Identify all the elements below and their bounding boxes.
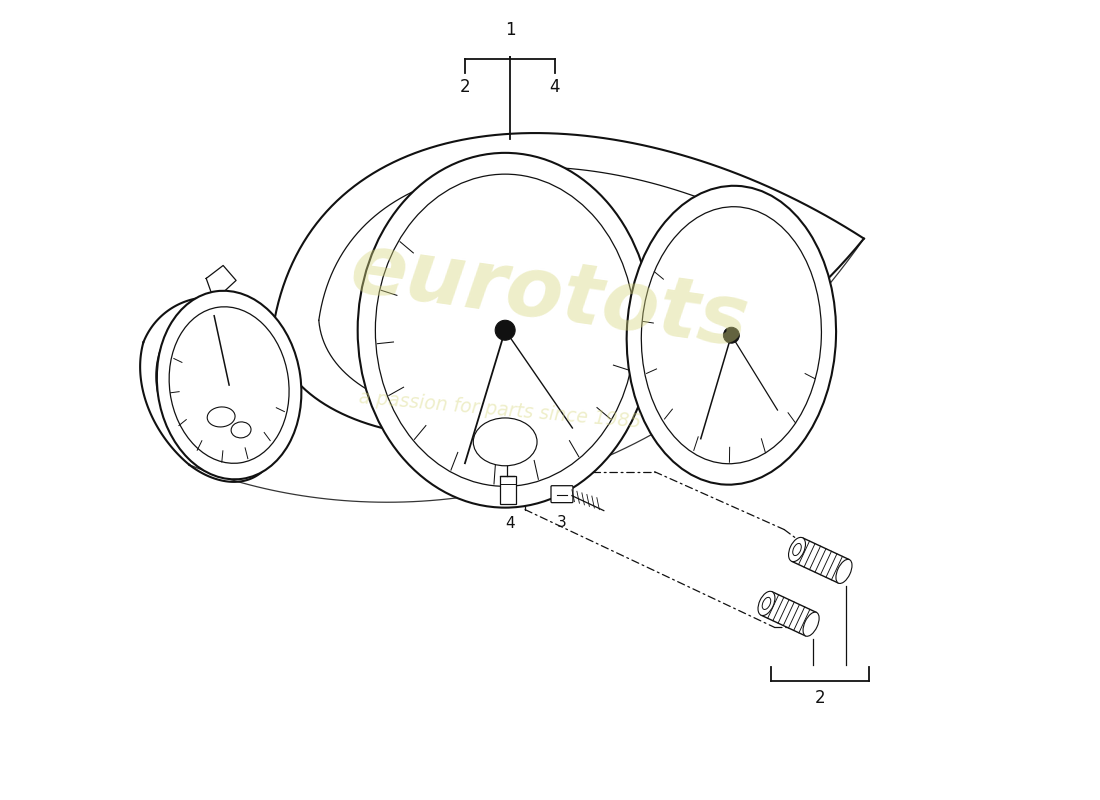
Text: eurotots: eurotots [345,227,755,363]
Ellipse shape [803,612,820,636]
Text: 3: 3 [557,514,566,530]
Text: 4: 4 [505,515,515,530]
Polygon shape [792,538,849,583]
Polygon shape [761,592,816,636]
Ellipse shape [789,538,805,562]
Text: 1: 1 [505,22,516,39]
Ellipse shape [758,591,774,615]
Text: 4: 4 [550,78,560,96]
Ellipse shape [358,153,652,508]
Ellipse shape [157,290,301,479]
Ellipse shape [627,186,836,485]
Text: 2: 2 [460,78,471,96]
Ellipse shape [495,320,515,340]
Ellipse shape [836,559,852,583]
FancyBboxPatch shape [500,476,516,504]
Ellipse shape [724,327,739,343]
Text: 2: 2 [815,689,825,707]
Text: a passion for parts since 1985: a passion for parts since 1985 [359,388,642,432]
FancyBboxPatch shape [551,486,573,502]
